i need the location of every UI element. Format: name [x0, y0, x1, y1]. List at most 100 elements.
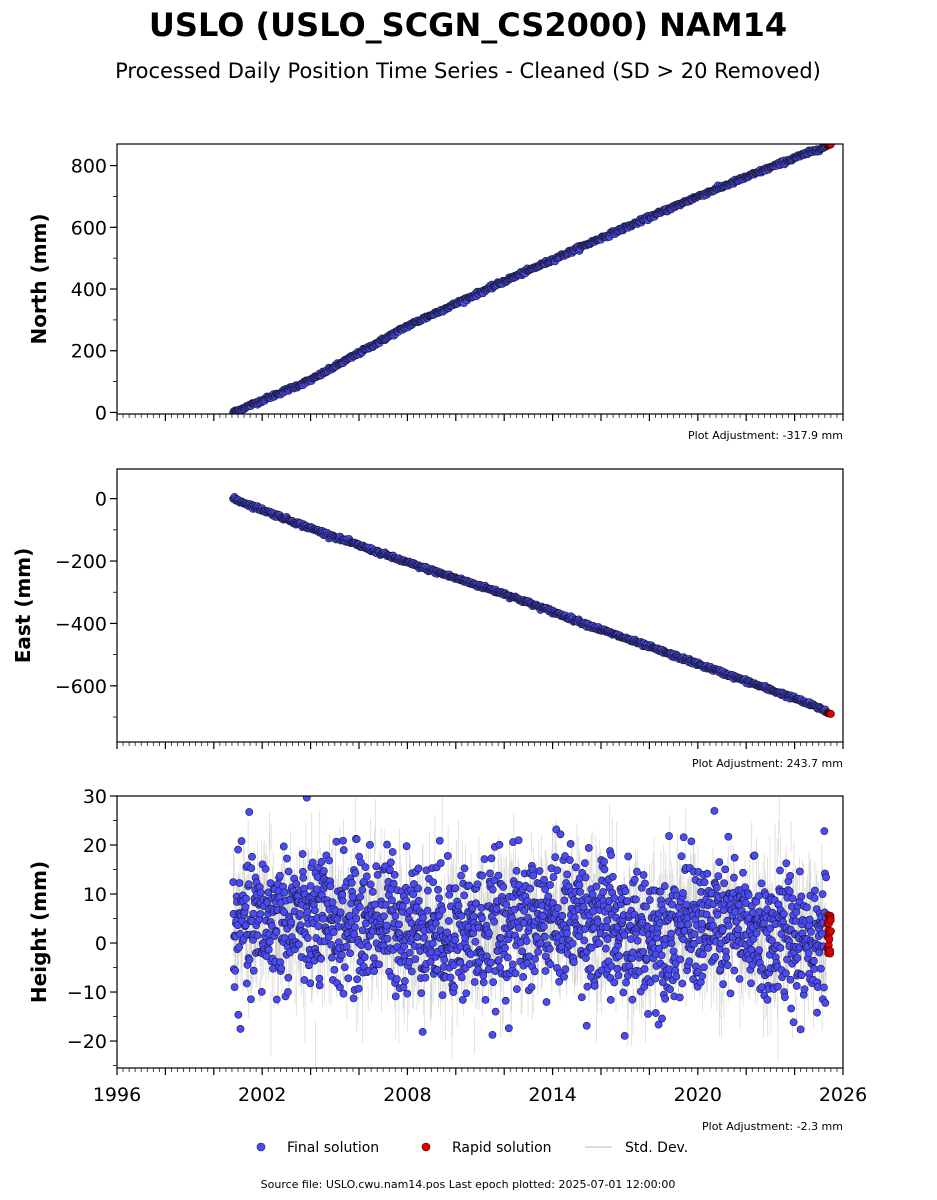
final-point [458, 995, 467, 1004]
final-point [484, 965, 493, 974]
final-point [231, 966, 240, 975]
final-point [361, 919, 370, 928]
final-point [456, 958, 465, 967]
final-point [444, 917, 453, 925]
final-point [487, 958, 495, 967]
final-point [248, 852, 256, 861]
final-point [338, 896, 347, 905]
final-point [535, 867, 544, 875]
final-point [502, 900, 511, 909]
final-point [235, 879, 244, 887]
final-point [519, 973, 528, 981]
final-point [639, 871, 648, 879]
final-point [603, 916, 612, 925]
final-point [639, 947, 648, 956]
final-point [486, 869, 494, 878]
panels: 0 200 400 600 800 North (mm) Plot Adjustment: … [11, 143, 867, 1133]
plot-adjustment-note: Plot Adjustment: -317.9 mm [688, 429, 843, 442]
final-point [512, 985, 521, 994]
final-point [522, 937, 531, 945]
final-point [398, 902, 407, 911]
final-point [317, 954, 326, 963]
final-point [329, 928, 338, 937]
final-point [504, 1024, 513, 1033]
final-point [319, 914, 328, 923]
final-point [615, 952, 624, 960]
final-point [313, 885, 321, 894]
final-point [306, 979, 315, 988]
final-point [426, 957, 435, 966]
final-point [494, 871, 503, 880]
final-point [472, 899, 480, 908]
final-point [568, 939, 577, 948]
chart-title: USLO (USLO_SCGN_CS2000) NAM14 [149, 6, 787, 44]
final-point [518, 947, 527, 956]
final-point [587, 943, 596, 952]
final-point [562, 929, 571, 938]
final-point [236, 1025, 245, 1033]
final-point [272, 995, 281, 1004]
final-point [566, 856, 574, 865]
final-point [327, 940, 336, 949]
final-point [234, 845, 242, 854]
final-point [553, 904, 562, 912]
final-point [373, 870, 382, 879]
final-point [429, 878, 438, 887]
final-point [622, 978, 631, 987]
final-point [539, 922, 548, 931]
final-point [234, 1010, 243, 1019]
y-tick-label: −600 [55, 676, 107, 698]
final-point [435, 836, 444, 845]
final-point [581, 873, 590, 882]
final-point [381, 900, 390, 909]
final-point [531, 955, 539, 963]
final-point [279, 842, 288, 851]
final-point [419, 913, 427, 922]
final-point [245, 808, 254, 816]
final-point [608, 872, 617, 881]
final-point [235, 943, 243, 952]
final-point [418, 1027, 427, 1036]
final-point [325, 856, 334, 865]
y-tick-label: 600 [71, 217, 107, 239]
final-point [489, 978, 498, 987]
final-point [358, 886, 367, 894]
final-point [257, 988, 266, 996]
final-point [601, 944, 610, 953]
final-point [540, 875, 548, 884]
final-point [314, 922, 323, 931]
final-point [446, 973, 455, 982]
final-point [501, 996, 510, 1005]
final-point [438, 906, 447, 914]
final-point [623, 897, 632, 905]
final-point [339, 836, 347, 845]
final-point [610, 894, 619, 903]
final-point [328, 953, 336, 962]
final-point [553, 866, 562, 875]
final-point [541, 967, 550, 975]
final-point [283, 854, 291, 863]
final-point [303, 934, 312, 942]
final-point [631, 895, 640, 904]
final-point [298, 850, 307, 858]
final-point [413, 933, 422, 941]
final-point [566, 840, 575, 848]
final-point [640, 965, 649, 973]
final-point [583, 982, 592, 991]
final-point [433, 966, 442, 974]
final-point [330, 966, 339, 974]
final-point [586, 964, 595, 973]
final-point [355, 903, 364, 911]
final-point [473, 880, 482, 889]
final-point [620, 931, 629, 940]
final-point [540, 932, 549, 941]
final-point [359, 962, 368, 971]
final-point [383, 840, 391, 849]
final-point [366, 840, 374, 849]
final-point [417, 989, 426, 998]
final-point [479, 971, 488, 980]
final-point [351, 923, 359, 932]
final-point [508, 960, 517, 969]
final-point [465, 881, 473, 890]
final-point [575, 881, 584, 890]
